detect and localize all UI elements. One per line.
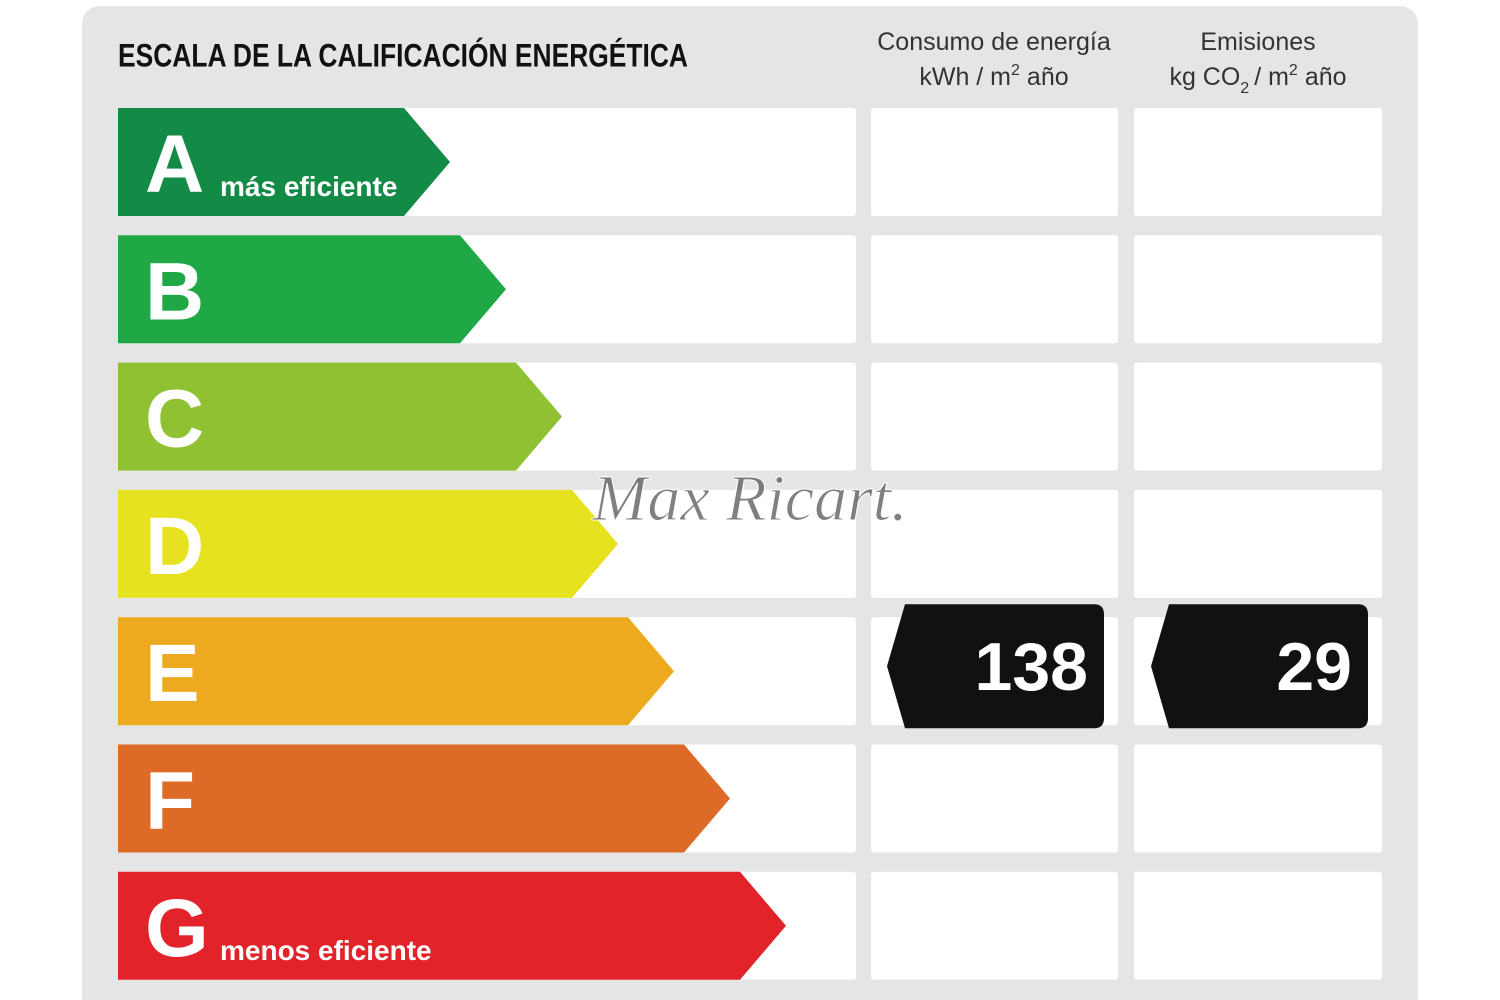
unit-sup: 2 [1011,62,1020,79]
unit-part: / m [1254,63,1289,91]
rating-letter: G [145,883,209,974]
energy-cell [871,362,1118,471]
unit-part: kWh / m [919,63,1011,91]
rating-letter: A [145,119,204,210]
emissions-cell [1134,235,1382,344]
rating-arrow [118,235,506,344]
watermark: Max Ricart. [591,462,907,535]
rating-arrow [118,362,562,471]
energy-cell [871,235,1118,344]
rating-letter: E [145,628,200,719]
emissions-cell [1134,362,1382,471]
emissions-unit: kg CO2/ m2 año [1169,62,1346,97]
emissions-header: Emisiones [1200,28,1315,56]
rating-letter: B [145,246,204,337]
emissions-cell [1134,871,1382,980]
energy-header: Consumo de energía [877,28,1111,56]
rating-letter: C [145,374,204,465]
rating-arrow [118,871,786,980]
energy-cell [871,108,1118,216]
emissions-badge [1151,604,1368,729]
rating-arrow [118,489,618,598]
rating-label: menos eficiente [220,935,432,966]
rating-letter: D [145,501,204,592]
energy-cell [871,871,1118,980]
rating-letter: F [145,756,195,847]
rating-arrow [118,108,450,216]
unit-part: año [1027,63,1069,91]
rating-arrow [118,617,674,726]
emissions-cell [1134,744,1382,853]
energy-unit: kWh / m2 año [919,62,1068,91]
unit-part: año [1305,63,1347,91]
emissions-cell [1134,489,1382,598]
unit-sub: 2 [1240,80,1249,97]
energy-cell [871,489,1118,598]
energy-cell [871,744,1118,853]
unit-sup: 2 [1289,62,1298,79]
rating-label: más eficiente [220,171,397,202]
emissions-cell [1134,108,1382,216]
unit-part: kg CO [1169,63,1240,91]
title: ESCALA DE LA CALIFICACIÓN ENERGÉTICA [118,37,688,73]
energy-value: 138 [975,629,1088,705]
rating-arrow [118,744,730,853]
energy-badge [887,604,1104,729]
emissions-value: 29 [1276,629,1352,705]
